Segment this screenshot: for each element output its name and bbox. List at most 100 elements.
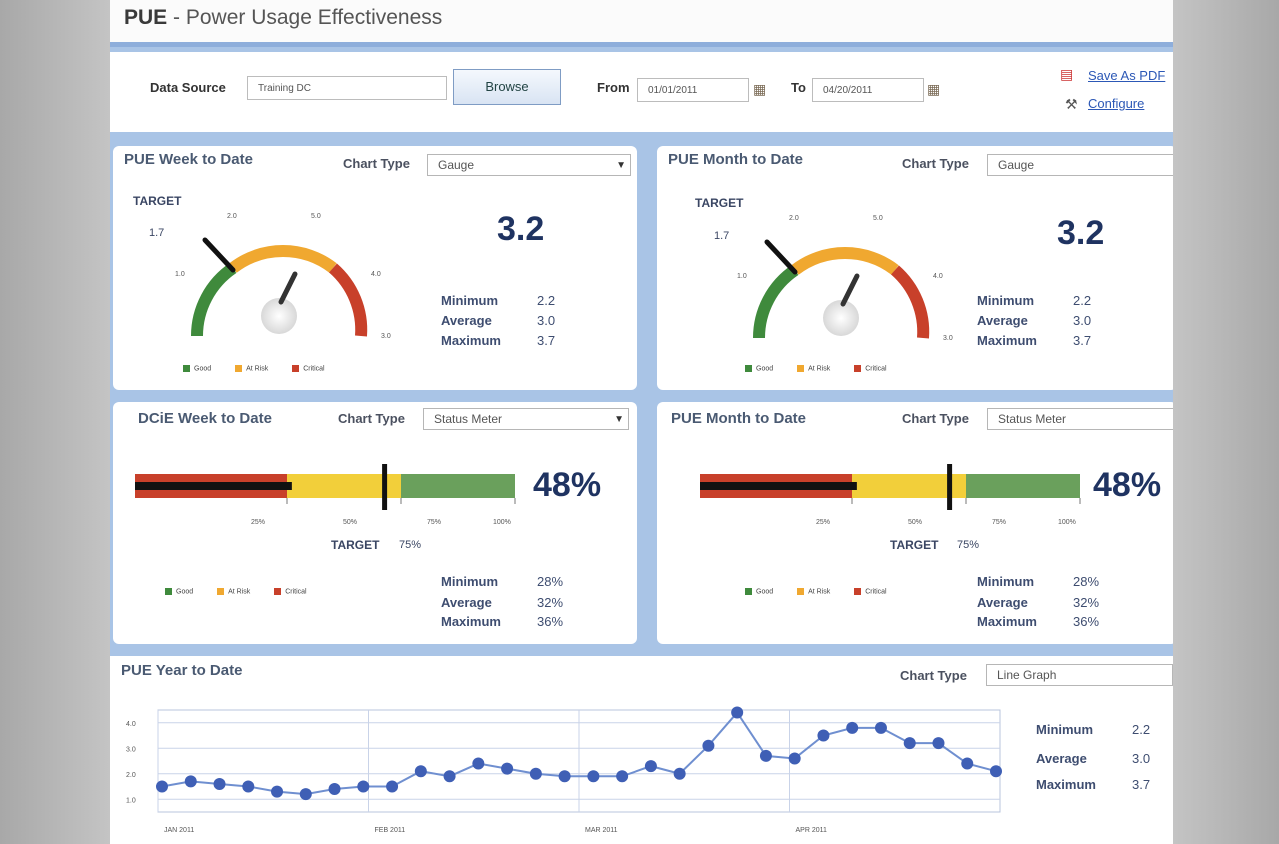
target-label: TARGET <box>331 538 380 552</box>
meter-tick: 75% <box>427 519 441 526</box>
chart-type-value: Gauge <box>438 158 475 172</box>
y-tick-label: 1.0 <box>126 797 136 804</box>
data-point <box>874 721 887 734</box>
legend-good: Good <box>756 588 774 596</box>
save-as-pdf-link[interactable]: Save As PDF <box>1088 68 1166 83</box>
gauge-tick: 5.0 <box>873 215 883 222</box>
data-point <box>817 729 830 742</box>
legend-critical: Critical <box>285 588 307 596</box>
chart-type-select[interactable]: Status Meter <box>987 408 1173 430</box>
gauge-tick: 4.0 <box>933 273 943 280</box>
gauge-chart: 1.0 2.0 3.0 4.0 5.0 <box>737 215 953 342</box>
dropdown-arrow-icon[interactable]: ▼ <box>614 414 624 425</box>
data-point <box>759 749 772 762</box>
legend-at-risk: At Risk <box>228 588 251 596</box>
to-label: To <box>791 80 806 95</box>
gauge-tick: 3.0 <box>381 333 391 340</box>
gauge-tick: 4.0 <box>371 271 381 278</box>
status-meter-chart: 25% 50% 75% 100% <box>135 464 516 526</box>
legend-good: Good <box>194 365 212 373</box>
data-point <box>386 780 399 793</box>
legend-at-risk: At Risk <box>808 365 831 373</box>
maximum-value: 3.7 <box>537 333 556 348</box>
data-source-label: Data Source <box>150 80 226 95</box>
data-point <box>472 757 485 770</box>
page-title: PUE - Power Usage Effectiveness <box>124 6 442 30</box>
gauge-risk-arc <box>229 245 337 273</box>
meter-good-band <box>966 474 1080 498</box>
configure-link[interactable]: Configure <box>1088 96 1145 111</box>
data-point <box>587 770 600 783</box>
average-label: Average <box>977 595 1028 610</box>
target-value: 1.7 <box>149 227 165 239</box>
legend-good: Good <box>176 588 194 596</box>
data-point <box>616 770 629 783</box>
dropdown-arrow-icon[interactable]: ▼ <box>616 160 626 171</box>
big-value: 48% <box>533 466 602 504</box>
data-point <box>184 775 197 788</box>
target-value: 75% <box>399 539 422 551</box>
panel-title: DCiE Week to Date <box>138 410 272 427</box>
maximum-label: Maximum <box>441 614 501 629</box>
target-label: TARGET <box>133 194 182 208</box>
chart-type-value: Line Graph <box>997 668 1057 682</box>
data-point <box>299 788 312 801</box>
minimum-label: Minimum <box>977 574 1035 589</box>
gauge-good-arc <box>752 265 799 339</box>
chart-type-select[interactable]: Status Meter ▼ <box>423 408 629 430</box>
minimum-value: 28% <box>1073 574 1100 589</box>
target-value: 1.7 <box>714 230 730 242</box>
data-point <box>529 767 542 780</box>
data-source-input[interactable]: Training DC <box>247 76 447 100</box>
gauge-tick: 1.0 <box>175 271 185 278</box>
data-point <box>990 765 1002 778</box>
average-value: 3.0 <box>1073 313 1092 328</box>
average-value: 3.0 <box>537 313 556 328</box>
meter-target-marker <box>382 464 388 510</box>
meter-legend: Good At Risk Critical <box>165 588 329 595</box>
data-point <box>673 767 686 780</box>
from-date-input[interactable]: 01/01/2011 <box>637 78 749 102</box>
average-value: 3.0 <box>1132 751 1151 766</box>
gauge-critical-arc <box>328 263 368 337</box>
pdf-icon: ▤ <box>1060 66 1074 82</box>
chart-type-select[interactable]: Gauge <box>987 154 1173 176</box>
maximum-value: 3.7 <box>1073 333 1092 348</box>
average-label: Average <box>1036 751 1087 766</box>
panel-pue-month-gauge: PUE Month to Date Chart Type Gauge TARGE… <box>657 146 1173 390</box>
chart-type-select[interactable]: Gauge ▼ <box>427 154 631 176</box>
to-date-input[interactable]: 04/20/2011 <box>812 78 924 102</box>
minimum-value: 2.2 <box>1073 293 1092 308</box>
x-tick-label: JAN 2011 <box>164 827 194 834</box>
status-meter-chart: 25% 50% 75% 100% <box>700 464 1081 526</box>
chart-type-value: Gauge <box>998 158 1035 172</box>
wrench-icon: ⚒ <box>1065 96 1078 112</box>
calendar-icon[interactable]: ▦ <box>753 81 767 97</box>
data-point <box>357 780 370 793</box>
panel-dcie-week-meter: DCiE Week to Date Chart Type Status Mete… <box>113 402 637 644</box>
chart-type-label: Chart Type <box>902 411 969 426</box>
title-rest: - Power Usage Effectiveness <box>173 6 443 29</box>
gauge-tick: 5.0 <box>311 213 321 220</box>
maximum-label: Maximum <box>1036 777 1096 792</box>
gauge-tick: 1.0 <box>737 273 747 280</box>
target-label: TARGET <box>695 196 744 210</box>
legend-critical: Critical <box>865 588 887 596</box>
panel-title: PUE Year to Date <box>121 662 243 679</box>
line-chart: 1.0 2.0 3.0 4.0 JAN 2011 FEB 2011 MAR 2011 APR … <box>126 706 1002 834</box>
average-label: Average <box>977 313 1028 328</box>
calendar-icon[interactable]: ▦ <box>927 81 941 97</box>
target-value: 75% <box>957 539 980 551</box>
meter-tick: 50% <box>343 519 357 526</box>
browse-button[interactable]: Browse <box>453 69 561 105</box>
gauge-chart: 1.0 2.0 3.0 4.0 5.0 <box>175 213 391 340</box>
data-point <box>414 765 427 778</box>
panel-pue-week-gauge: PUE Week to Date Chart Type Gauge ▼ TARGE… <box>113 146 637 390</box>
chart-type-select[interactable]: Line Graph <box>986 664 1173 686</box>
data-point <box>271 785 284 798</box>
meter-risk-band <box>852 474 966 498</box>
toolbar: Data Source Training DC Browse From 01/0… <box>110 52 1173 132</box>
data-point <box>644 760 657 773</box>
gauge-hub <box>261 298 297 334</box>
panel-title: PUE Week to Date <box>124 151 253 168</box>
